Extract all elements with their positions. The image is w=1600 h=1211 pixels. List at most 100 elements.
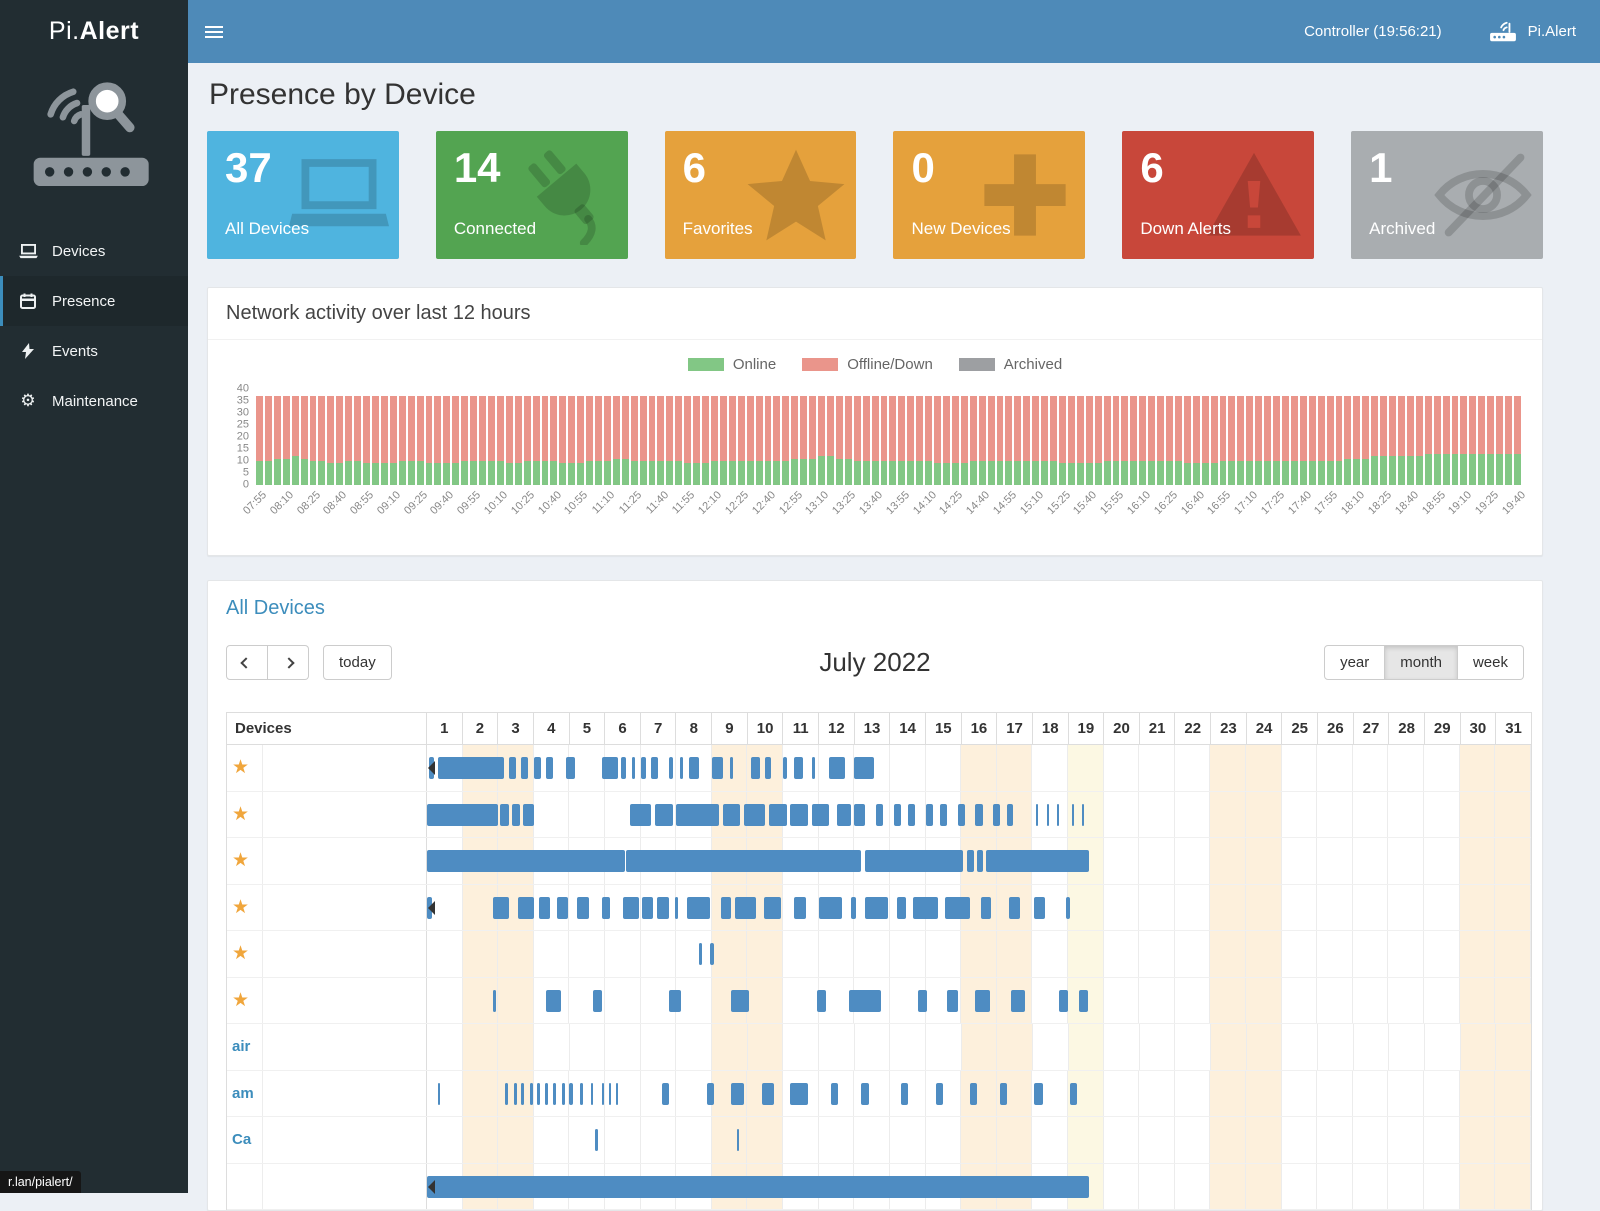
presence-segment [1079, 990, 1088, 1012]
day-cell [1246, 931, 1282, 977]
activity-bar [613, 389, 620, 485]
activity-bar [1148, 389, 1155, 485]
calendar-view-week-button[interactable]: week [1458, 645, 1524, 680]
day-cell [1068, 885, 1104, 931]
day-cell [961, 1071, 997, 1117]
x-tick-label: 19:40 [1500, 489, 1528, 517]
stat-card-down-alerts[interactable]: 6 Down Alerts [1122, 131, 1314, 259]
presence-segment [1059, 990, 1068, 1012]
activity-bar [720, 389, 727, 485]
stat-label: New Devices [911, 219, 1010, 239]
day-cell [926, 745, 962, 791]
day-cell [962, 1024, 998, 1070]
favorite-star-icon: ★ [232, 851, 249, 870]
day-cell [1211, 1024, 1247, 1070]
pialert-logo [0, 63, 188, 226]
presence-segment [970, 1083, 977, 1105]
device-presence-row: ★ [227, 931, 1531, 978]
activity-bar [301, 389, 308, 485]
activity-plot[interactable] [256, 389, 1524, 485]
day-cell [1424, 838, 1460, 884]
calendar-next-button[interactable] [268, 645, 309, 680]
presence-row-grid [427, 1024, 1531, 1070]
device-name-link[interactable]: air [232, 1038, 250, 1055]
brand-logo[interactable]: Pi.Alert [0, 0, 188, 63]
x-tick-label: 08:25 [295, 489, 323, 517]
presence-segment [493, 990, 497, 1012]
x-tick-label: 11:40 [643, 489, 670, 516]
presence-segment [569, 1083, 573, 1105]
day-cell [961, 745, 997, 791]
day-cell [676, 931, 712, 977]
day-cell [1460, 978, 1496, 1024]
calendar-prev-button[interactable] [226, 645, 268, 680]
presence-segment [908, 804, 915, 826]
navbar-app-link[interactable]: Pi.Alert [1488, 20, 1576, 44]
presence-segment [967, 850, 974, 872]
stat-card-archived[interactable]: 1 Archived [1351, 131, 1543, 259]
day-cell [1175, 885, 1211, 931]
y-tick-label: 20 [237, 432, 249, 443]
day-cell [1317, 1071, 1353, 1117]
day-cell [854, 1071, 890, 1117]
device-cell: ★ [227, 931, 427, 977]
sidebar-item-maintenance[interactable]: ⚙ Maintenance [0, 376, 188, 426]
activity-bar [1246, 389, 1253, 485]
day-cell [1246, 978, 1282, 1024]
day-header-cell: 25 [1282, 713, 1318, 744]
presence-segment [849, 990, 881, 1012]
x-tick-label: 17:25 [1259, 489, 1287, 517]
presence-segment [595, 1129, 597, 1151]
day-cell [1424, 931, 1460, 977]
day-cell [427, 1024, 463, 1070]
day-cell [1282, 1024, 1318, 1070]
x-tick-label: 10:55 [562, 489, 590, 517]
controller-status-link[interactable]: Controller (19:56:21) [1304, 23, 1442, 40]
day-cell [463, 1071, 499, 1117]
day-cell [1175, 1024, 1211, 1070]
day-cell [570, 1024, 606, 1070]
activity-bar [1237, 389, 1244, 485]
day-cell [926, 1117, 962, 1163]
sidebar-menu: Devices Presence Events ⚙ Maintenance [0, 226, 188, 426]
day-cell [1069, 1024, 1105, 1070]
activity-bar [1371, 389, 1378, 485]
activity-bar [506, 389, 513, 485]
activity-bar [363, 389, 370, 485]
x-tick-label: 13:25 [830, 489, 858, 517]
legend-item: Online [688, 356, 776, 373]
y-tick-label: 40 [237, 384, 249, 395]
stat-card-new-devices[interactable]: 0 New Devices [893, 131, 1085, 259]
activity-bar [729, 389, 736, 485]
day-cell [997, 745, 1033, 791]
device-name-link[interactable]: Ca [232, 1131, 251, 1148]
activity-bar [381, 389, 388, 485]
presence-segment [958, 804, 965, 826]
calendar-view-year-button[interactable]: year [1324, 645, 1385, 680]
stat-value: 1 [1369, 144, 1525, 192]
calendar-today-button[interactable]: today [323, 645, 392, 680]
presence-segment [557, 897, 568, 919]
day-cell [1210, 931, 1246, 977]
calendar-view-month-button[interactable]: month [1385, 645, 1458, 680]
day-cell [890, 931, 926, 977]
sidebar-item-presence[interactable]: Presence [0, 276, 188, 326]
presence-row-grid [427, 838, 1531, 884]
day-header-cell: 21 [1140, 713, 1176, 744]
stat-card-connected[interactable]: 14 Connected [436, 131, 628, 259]
sidebar-toggle-button[interactable] [188, 0, 240, 63]
device-name-link[interactable]: am [232, 1085, 254, 1102]
activity-bar [1166, 389, 1173, 485]
stat-card-all-devices[interactable]: 37 All Devices [207, 131, 399, 259]
sidebar-item-events[interactable]: Events [0, 326, 188, 376]
activity-bar [426, 389, 433, 485]
day-cell [1068, 1117, 1104, 1163]
activity-bar [1505, 389, 1512, 485]
sidebar-item-devices[interactable]: Devices [0, 226, 188, 276]
presence-segment [518, 897, 534, 919]
activity-bar [872, 389, 879, 485]
activity-panel: Network activity over last 12 hours Onli… [207, 287, 1543, 556]
stat-card-favorites[interactable]: 6 Favorites [665, 131, 857, 259]
x-tick-label: 13:10 [804, 489, 832, 517]
activity-bar [595, 389, 602, 485]
